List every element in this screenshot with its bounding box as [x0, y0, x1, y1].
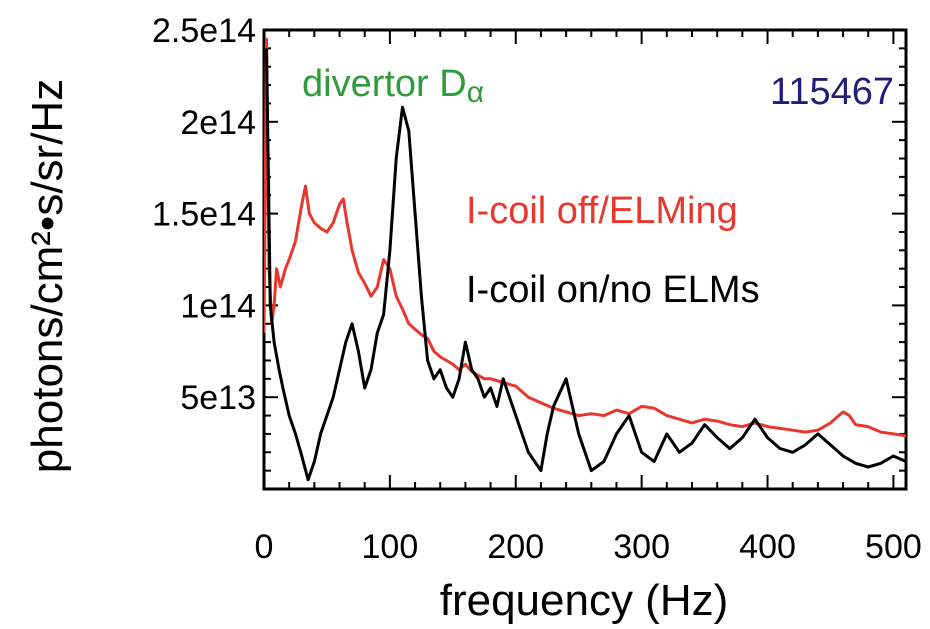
y-tick-label: 1e14: [180, 287, 256, 325]
legend-entry-no-elms: I-coil on/no ELMs: [466, 269, 760, 311]
x-tick-label: 500: [865, 528, 922, 566]
y-tick-label: 2e14: [180, 104, 256, 142]
y-tick-label: 5e13: [180, 379, 256, 417]
title-divertor: divertor Dα: [302, 63, 484, 109]
y-axis-title: photons/cm²•s/sr/Hz: [23, 79, 72, 473]
x-axis-title: frequency (Hz): [440, 576, 729, 625]
x-tick-label: 400: [739, 528, 796, 566]
x-tick-label: 0: [255, 528, 274, 566]
series-line-1: [265, 48, 906, 482]
y-tick-label: 2.5e14: [152, 12, 256, 50]
x-tick-label: 300: [613, 528, 670, 566]
legend-entry-ielming: I-coil off/ELMing: [466, 190, 738, 232]
series-lines: [264, 37, 906, 482]
y-tick-label: 1.5e14: [152, 196, 256, 234]
shot-number: 115467: [770, 71, 894, 113]
x-tick-label: 200: [487, 528, 544, 566]
tick-labels: 0 100 200 300 400 500 5e13 1e14 1.5e14 2e14 2.5e14: [152, 12, 922, 566]
x-tick-label: 100: [362, 528, 419, 566]
